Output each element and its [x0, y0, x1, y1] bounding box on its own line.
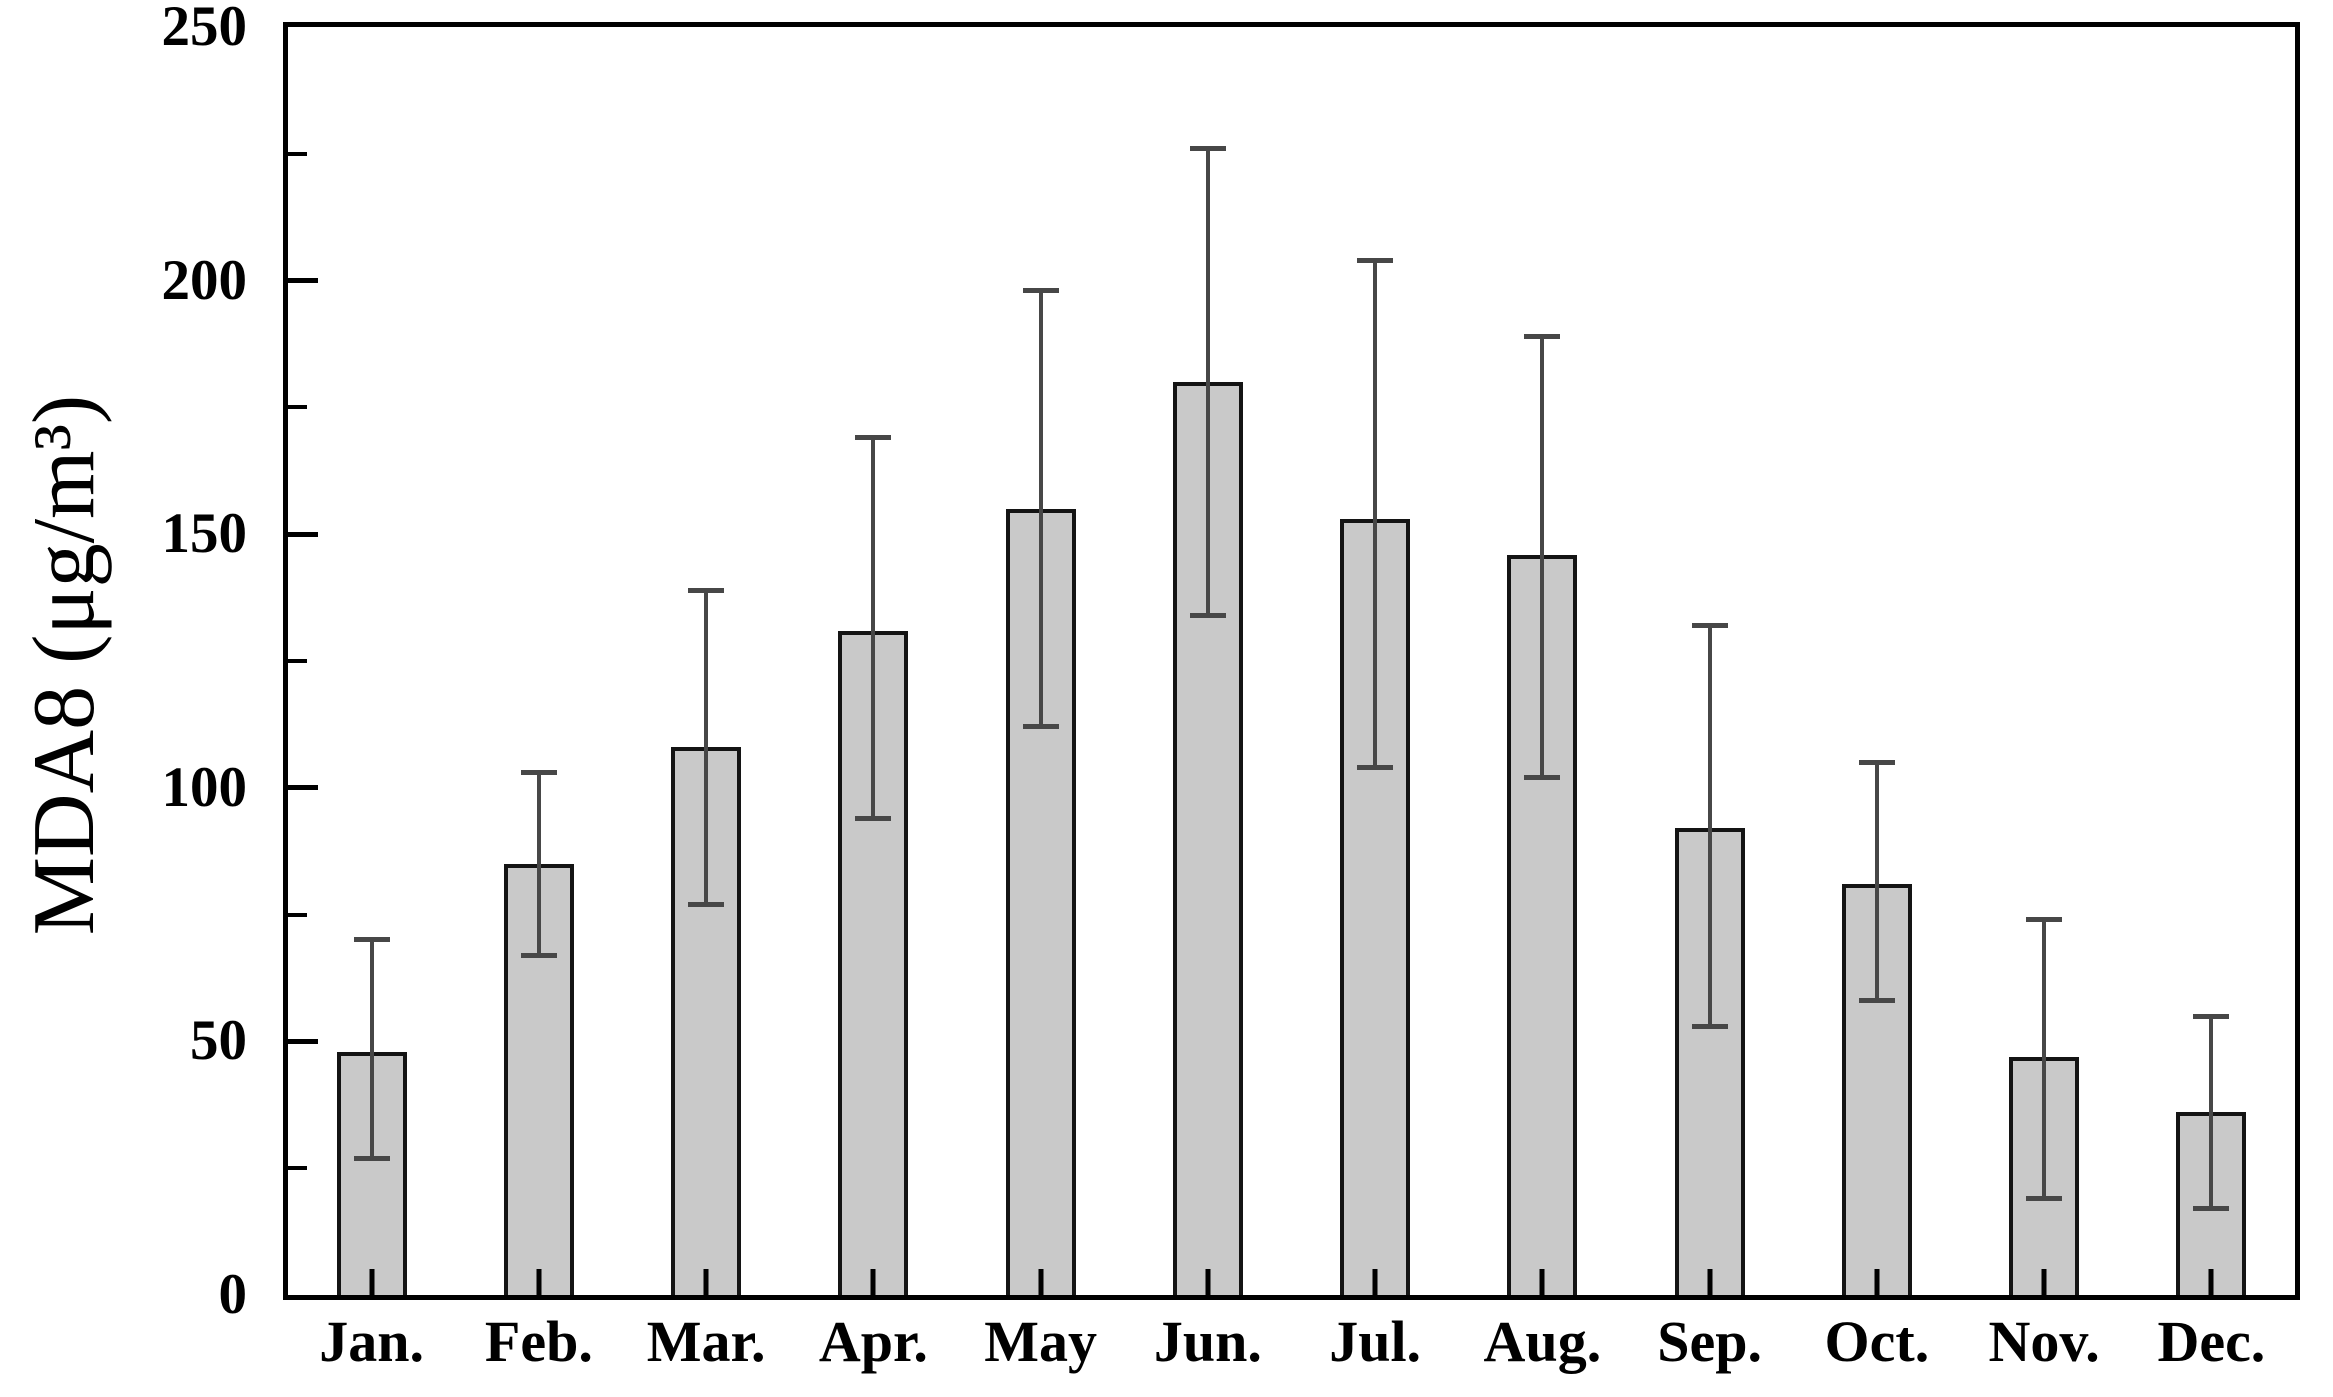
error-bar-top-cap — [1357, 257, 1394, 263]
y-axis-major-tick — [288, 278, 318, 284]
x-axis-tick — [2041, 1269, 2047, 1295]
x-axis-tick — [1372, 1269, 1378, 1295]
error-bar-line — [2209, 1016, 2214, 1209]
bar-apr — [838, 630, 909, 1295]
error-bar-bottom-cap — [855, 815, 892, 821]
x-tick-label-nov: Nov. — [1988, 1309, 2100, 1374]
x-axis-tick — [1205, 1269, 1211, 1295]
x-axis-tick — [1038, 1269, 1044, 1295]
bar-slot-oct — [1793, 27, 1960, 1295]
error-bar-top-cap — [1691, 623, 1728, 628]
error-bar-bottom-cap — [353, 1155, 390, 1161]
y-axis-minor-tick — [288, 659, 307, 663]
error-bar-top-cap — [2193, 1013, 2230, 1019]
bar-slot-may — [957, 27, 1124, 1295]
y-tick-label: 200 — [161, 248, 248, 312]
error-bar-top-cap — [1858, 759, 1895, 765]
error-bar-top-cap — [1524, 333, 1561, 339]
y-axis-minor-tick — [288, 405, 307, 410]
x-tick-label-jun: Jun. — [1153, 1309, 1262, 1374]
y-tick-label: 100 — [161, 755, 248, 819]
bar-slot-jan — [288, 27, 455, 1295]
x-tick-label-sep: Sep. — [1657, 1309, 1762, 1374]
bar-aug — [1507, 554, 1578, 1295]
error-bar-line — [1707, 625, 1712, 1027]
error-bar-bottom-cap — [1691, 1023, 1728, 1029]
error-bar-top-cap — [520, 770, 557, 776]
x-axis-tick — [536, 1269, 542, 1295]
bar-slot-nov — [1961, 27, 2128, 1295]
bar-jan — [336, 1051, 407, 1295]
x-tick-label-aug: Aug. — [1483, 1309, 1602, 1374]
bar-slot-aug — [1459, 27, 1626, 1295]
y-tick-label: 150 — [161, 502, 248, 566]
error-bar-bottom-cap — [1189, 612, 1226, 618]
y-tick-label: 50 — [190, 1009, 247, 1073]
bar-slot-mar — [623, 27, 790, 1295]
error-bar-line — [369, 939, 374, 1159]
error-bar-line — [1874, 762, 1879, 1001]
y-tick-label: 0 — [218, 1263, 248, 1326]
y-axis-minor-tick — [288, 151, 307, 156]
error-bar-line — [2042, 919, 2047, 1199]
error-bar-line — [1205, 148, 1210, 616]
x-tick-label-feb: Feb. — [484, 1309, 593, 1374]
error-bar-top-cap — [1022, 288, 1059, 294]
error-bar-bottom-cap — [1022, 724, 1059, 730]
error-bar-bottom-cap — [2026, 1196, 2063, 1202]
error-bar-bottom-cap — [2193, 1206, 2230, 1212]
x-axis-tick — [1874, 1269, 1880, 1295]
x-axis-tick — [2208, 1269, 2214, 1295]
x-axis-tick — [870, 1269, 876, 1295]
bar-slot-feb — [455, 27, 622, 1295]
error-bar-line — [1373, 260, 1378, 768]
x-tick-label-may: May — [984, 1309, 1097, 1374]
bar-slot-dec — [2128, 27, 2295, 1295]
y-axis-major-tick — [288, 785, 318, 791]
error-bar-bottom-cap — [520, 952, 557, 958]
bar-slot-apr — [790, 27, 957, 1295]
bar-slot-jun — [1124, 27, 1291, 1295]
y-axis-major-tick — [288, 1038, 318, 1044]
error-bar-line — [1038, 290, 1043, 727]
error-bar-bottom-cap — [1357, 765, 1394, 771]
error-bar-line — [704, 590, 709, 905]
x-axis-tick — [703, 1269, 709, 1295]
error-bar-top-cap — [855, 435, 892, 441]
y-axis-major-tick — [288, 531, 318, 537]
bar-slot-jul — [1292, 27, 1459, 1295]
bar-slot-sep — [1626, 27, 1793, 1295]
error-bar-bottom-cap — [688, 901, 725, 907]
x-axis-tick — [369, 1269, 375, 1295]
y-axis-minor-tick — [288, 912, 307, 917]
error-bar-top-cap — [353, 937, 390, 943]
error-bar-line — [536, 772, 541, 956]
error-bar-bottom-cap — [1524, 775, 1561, 781]
error-bar-top-cap — [2026, 917, 2063, 923]
x-tick-label-apr: Apr. — [818, 1309, 928, 1374]
y-axis-minor-tick — [288, 1166, 307, 1171]
y-tick-label: 250 — [161, 0, 248, 58]
x-tick-label-oct: Oct. — [1824, 1309, 1930, 1374]
error-bar-line — [1540, 336, 1545, 778]
error-bar-bottom-cap — [1858, 998, 1895, 1004]
x-axis-tick — [1707, 1269, 1713, 1295]
error-bar-line — [871, 437, 876, 819]
x-tick-label-jul: Jul. — [1329, 1309, 1422, 1374]
x-tick-label-dec: Dec. — [2157, 1309, 2266, 1374]
error-bar-top-cap — [688, 587, 725, 593]
y-axis-title: MDA8 (μg/m³) — [16, 394, 113, 936]
plot-area — [283, 22, 2300, 1300]
x-tick-label-mar: Mar. — [646, 1309, 766, 1374]
x-tick-label-jan: Jan. — [319, 1309, 424, 1374]
error-bar-top-cap — [1189, 146, 1226, 152]
x-axis-tick — [1539, 1269, 1545, 1295]
